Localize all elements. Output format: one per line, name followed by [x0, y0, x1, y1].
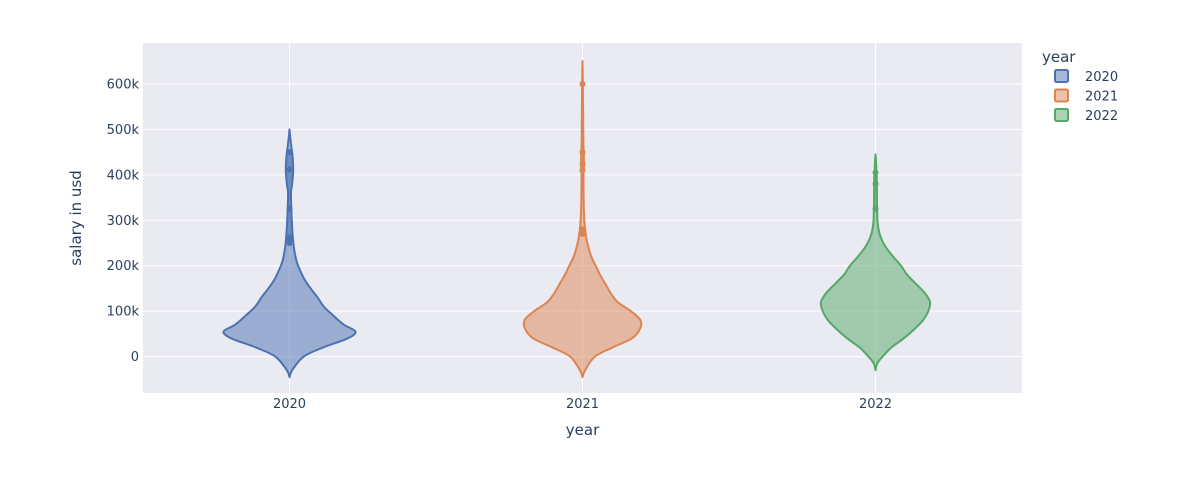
- outlier-point[interactable]: [579, 80, 586, 87]
- violins: [222, 60, 932, 379]
- x-tick-label: 2022: [859, 397, 892, 412]
- legend-label: 2022: [1085, 109, 1118, 124]
- outlier-point[interactable]: [286, 149, 293, 156]
- outlier-point[interactable]: [286, 166, 293, 173]
- violin-box: [580, 149, 585, 171]
- outlier-point[interactable]: [872, 180, 879, 187]
- legend-label: 2021: [1085, 90, 1118, 105]
- violin-body[interactable]: [819, 153, 932, 372]
- legend-swatch: [1054, 108, 1069, 122]
- x-axis-title: year: [566, 421, 600, 439]
- y-tick-label: 300k: [107, 214, 140, 229]
- violin-2022[interactable]: [819, 153, 932, 372]
- y-tick-label: 200k: [107, 259, 140, 274]
- violin-2020[interactable]: [222, 128, 357, 379]
- legend[interactable]: year 2020 2021 2022: [1042, 48, 1118, 124]
- violin-body[interactable]: [222, 128, 357, 379]
- outlier-point[interactable]: [872, 205, 879, 212]
- legend-item-2022[interactable]: 2022: [1054, 108, 1118, 124]
- legend-item-2020[interactable]: 2020: [1054, 69, 1118, 85]
- y-tick-label: 100k: [107, 305, 140, 320]
- violin-box: [873, 174, 878, 207]
- x-tick-label: 2021: [566, 397, 599, 412]
- outlier-point[interactable]: [579, 226, 586, 233]
- violin-2021[interactable]: [522, 60, 643, 379]
- y-axis-title: salary in usd: [67, 170, 85, 265]
- legend-swatch: [1054, 88, 1069, 103]
- outlier-point[interactable]: [579, 230, 586, 237]
- y-tick-label: 500k: [107, 123, 140, 138]
- y-tick-label: 0: [131, 350, 139, 365]
- outlier-point[interactable]: [579, 167, 586, 174]
- legend-item-2021[interactable]: 2021: [1054, 88, 1118, 105]
- legend-label: 2020: [1085, 70, 1118, 85]
- x-tick-label: 2020: [273, 397, 306, 412]
- y-axis-ticks: 0 100k 200k 300k 400k 500k 600k: [107, 77, 140, 365]
- outlier-point[interactable]: [286, 234, 293, 241]
- x-axis-ticks: 2020 2021 2022: [273, 397, 892, 412]
- outlier-point[interactable]: [286, 205, 293, 212]
- legend-swatch: [1054, 69, 1069, 83]
- y-tick-label: 600k: [107, 77, 140, 92]
- outlier-point[interactable]: [579, 149, 586, 156]
- y-tick-label: 400k: [107, 168, 140, 183]
- violin-box: [287, 152, 292, 246]
- violin-body[interactable]: [522, 60, 643, 379]
- legend-title: year: [1042, 48, 1076, 66]
- outlier-point[interactable]: [872, 169, 879, 176]
- outlier-point[interactable]: [579, 161, 586, 168]
